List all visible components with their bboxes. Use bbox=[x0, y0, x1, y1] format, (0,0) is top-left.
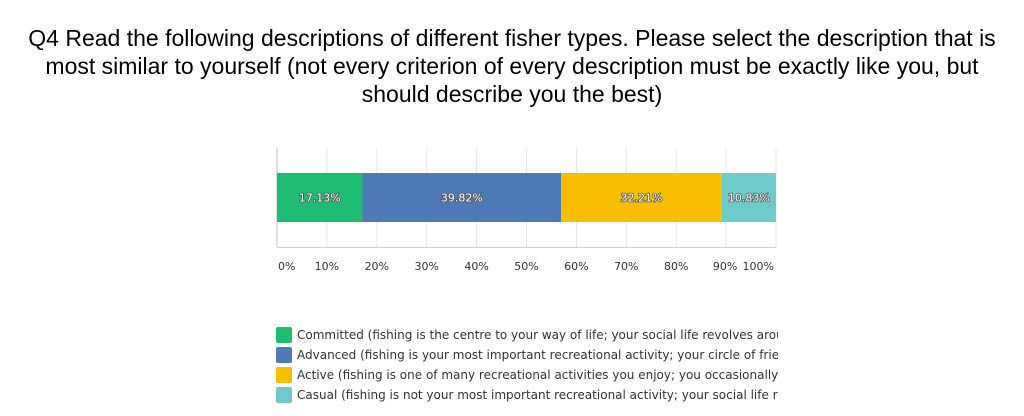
legend-label: Advanced (fishing is your most important… bbox=[297, 348, 778, 362]
x-tick-label: 60% bbox=[564, 260, 588, 273]
x-tick-label: 20% bbox=[365, 260, 389, 273]
bar-segments: 17.13% 39.82% 32.21% 10.83% bbox=[277, 173, 776, 222]
legend-item-advanced[interactable]: Advanced (fishing is your most important… bbox=[276, 345, 778, 365]
x-tick-label: 80% bbox=[664, 260, 688, 273]
legend-label: Casual (fishing is not your most importa… bbox=[297, 388, 778, 402]
x-tick-label: 0% bbox=[278, 260, 295, 273]
bar-segment[interactable] bbox=[721, 173, 776, 222]
legend: Committed (fishing is the centre to your… bbox=[276, 325, 778, 405]
legend-label: Active (fishing is one of many recreatio… bbox=[297, 368, 778, 382]
legend-swatch bbox=[276, 347, 292, 363]
legend-item-casual[interactable]: Casual (fishing is not your most importa… bbox=[276, 385, 778, 405]
x-tick-label: 70% bbox=[614, 260, 638, 273]
x-tick-label: 10% bbox=[315, 260, 339, 273]
legend-label: Committed (fishing is the centre to your… bbox=[297, 328, 778, 342]
x-axis-tick-labels: 0% 10% 20% 30% 40% 50% 60% 70% 80% 90% 100% bbox=[278, 260, 774, 273]
data-label: 32.21% bbox=[621, 192, 663, 205]
legend-swatch bbox=[276, 387, 292, 403]
data-label: 17.13% bbox=[299, 192, 341, 205]
x-tick-label: 30% bbox=[414, 260, 438, 273]
x-tick-label: 50% bbox=[514, 260, 538, 273]
legend-swatch bbox=[276, 327, 292, 343]
x-tick-label: 40% bbox=[464, 260, 488, 273]
stacked-bar-chart: 17.13% 39.82% 32.21% 10.83% 0% 10% 20% 30% 40% 5… bbox=[276, 148, 777, 273]
data-label: 39.82% bbox=[441, 192, 483, 205]
bar-segment[interactable] bbox=[561, 173, 722, 222]
legend-item-active[interactable]: Active (fishing is one of many recreatio… bbox=[276, 365, 778, 385]
x-tick-label: 100% bbox=[743, 260, 774, 273]
chart-title: Q4 Read the following descriptions of di… bbox=[28, 25, 996, 107]
legend-swatch bbox=[276, 367, 292, 383]
x-tick-label: 90% bbox=[713, 260, 737, 273]
bar-segment[interactable] bbox=[362, 173, 562, 222]
data-label: 10.83% bbox=[728, 192, 770, 205]
legend-item-committed[interactable]: Committed (fishing is the centre to your… bbox=[276, 325, 778, 345]
bar-segment[interactable] bbox=[277, 173, 363, 222]
